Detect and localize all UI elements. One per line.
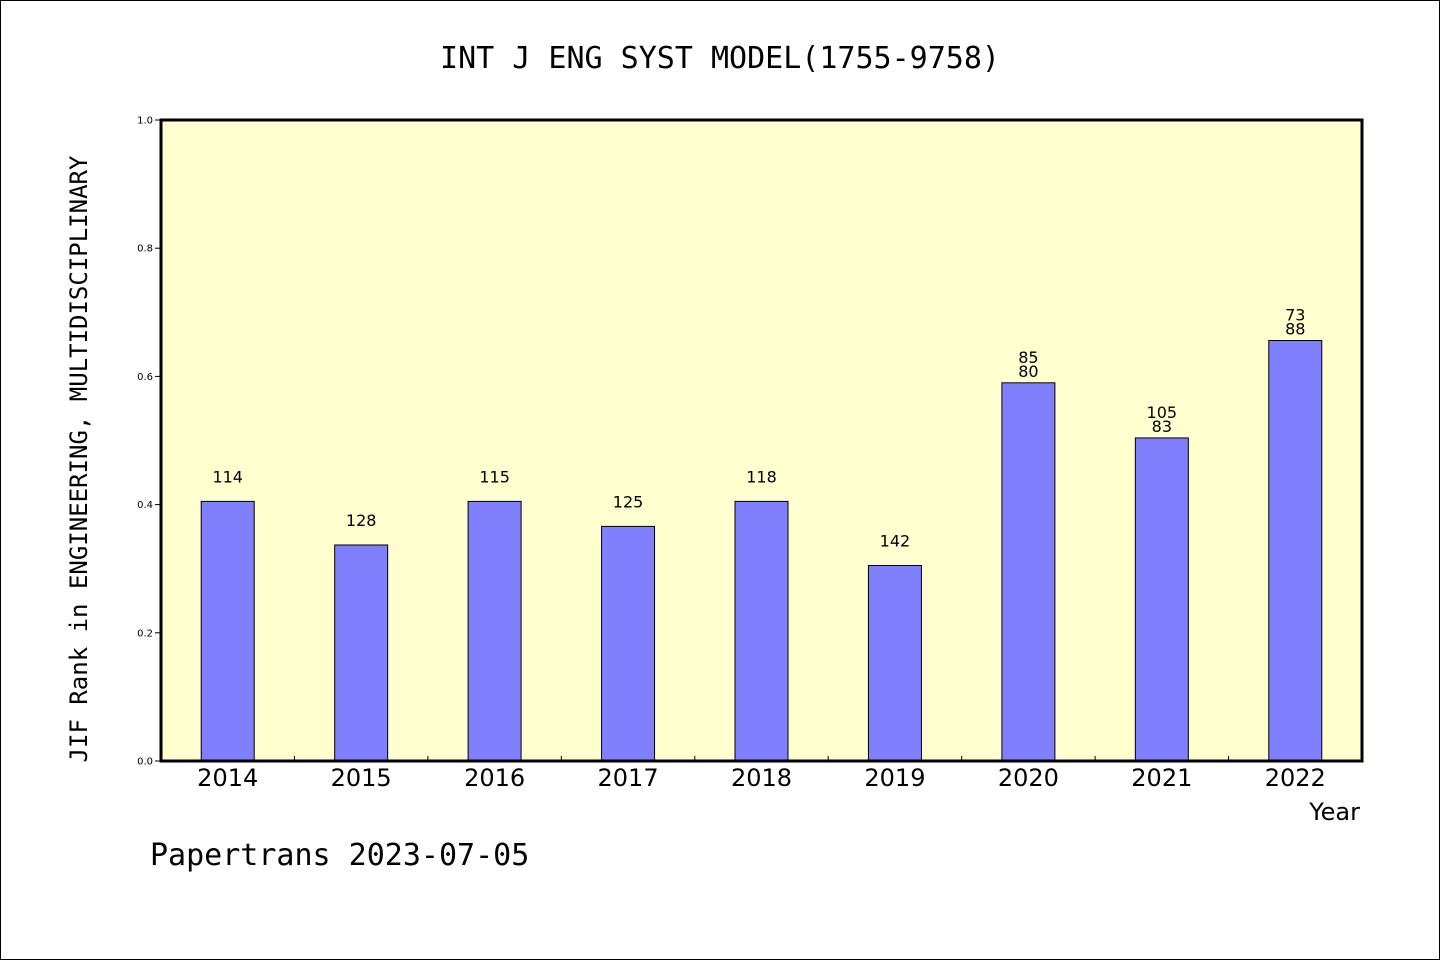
x-tick-label: 2015 <box>331 764 392 792</box>
y-tick-label: 0.2 <box>137 628 153 639</box>
bar-2019 <box>867 564 922 762</box>
axis-layer: 0.0 0.2 0.4 0.6 0.8 1.0 2014 114 2015 128 2016 115 2… <box>137 116 1326 793</box>
plot-frame <box>159 118 1364 763</box>
y-tick-label: 0.6 <box>137 372 153 383</box>
bar-label: 128 <box>346 511 377 530</box>
y-tick-label: 1.0 <box>137 116 153 127</box>
bars-layer <box>200 340 1323 762</box>
y-axis-label: JIF Rank in ENGINEERING, MULTIDISCIPLINA… <box>65 155 93 762</box>
bar-label: 80 <box>1018 362 1038 381</box>
bar-label: 125 <box>613 492 644 511</box>
bar-label: 105 <box>1147 403 1178 422</box>
x-tick-label: 2016 <box>464 764 525 792</box>
bar-label: 88 <box>1285 320 1305 339</box>
x-tick-label: 2022 <box>1265 764 1326 792</box>
bar-2022 <box>1268 340 1323 762</box>
x-axis-label: Year <box>1308 798 1360 826</box>
x-tick-label: 2014 <box>197 764 258 792</box>
bar-2017 <box>601 525 656 762</box>
bar-2018 <box>734 500 789 762</box>
x-tick-label: 2017 <box>598 764 659 792</box>
bar-label: 73 <box>1285 306 1305 325</box>
footer-text: Papertrans 2023-07-05 <box>150 838 529 873</box>
bar-2016 <box>467 500 522 762</box>
x-tick-label: 2020 <box>998 764 1059 792</box>
bar-2014 <box>200 500 255 762</box>
y-tick-label: 0.8 <box>137 244 153 255</box>
x-tick-label: 2019 <box>864 764 925 792</box>
bar-label: 83 <box>1152 417 1172 436</box>
chart-title: INT J ENG SYST MODEL(1755-9758) <box>440 41 1000 76</box>
y-tick-label: 0.0 <box>137 757 153 768</box>
bar-label: 118 <box>746 467 777 486</box>
bar-label: 115 <box>479 467 510 486</box>
bar-2021 <box>1134 437 1189 762</box>
bar-label: 114 <box>212 467 243 486</box>
y-tick-label: 0.4 <box>137 500 153 511</box>
bar-2015 <box>334 544 389 762</box>
bar-label: 142 <box>880 531 911 550</box>
x-tick-label: 2021 <box>1131 764 1192 792</box>
x-tick-label: 2018 <box>731 764 792 792</box>
bar-2020 <box>1001 382 1056 762</box>
bar-label: 85 <box>1018 348 1038 367</box>
